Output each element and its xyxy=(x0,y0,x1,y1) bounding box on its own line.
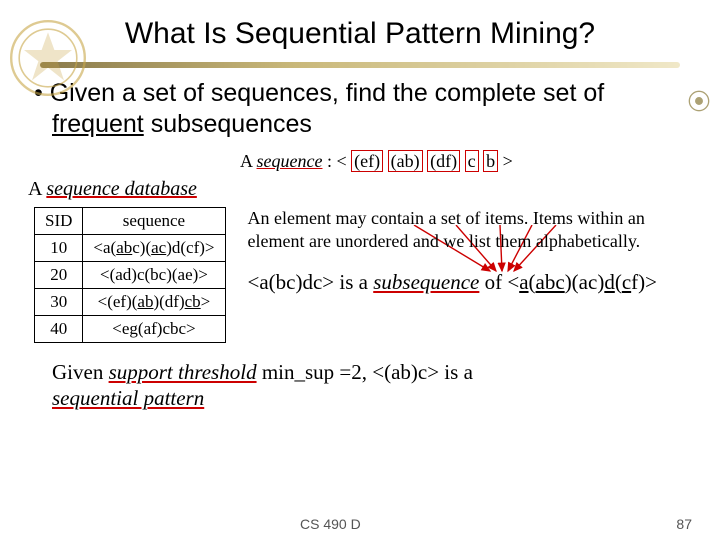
seq-token: b xyxy=(483,150,498,172)
bullet-main: Given a set of sequences, find the compl… xyxy=(34,78,690,141)
table-row: 40 <eg(af)cbc> xyxy=(35,315,226,342)
seq-token: (ef) xyxy=(351,150,383,172)
database-label: A sequence database xyxy=(28,178,720,201)
element-explanation: An element may contain a set of items. I… xyxy=(248,207,701,254)
slide-footer: CS 490 D 87 xyxy=(0,516,720,532)
university-seal-small-icon xyxy=(688,90,710,112)
slide-title: What Is Sequential Pattern Mining? xyxy=(0,0,720,58)
university-seal-icon xyxy=(8,18,88,98)
content-row: SID sequence 10 <a(abc)(ac)d(cf)> 20 <(a… xyxy=(0,207,720,343)
table-header-row: SID sequence xyxy=(35,207,226,234)
bullet-suffix: subsequences xyxy=(144,110,312,138)
table-row: 20 <(ad)c(bc)(ae)> xyxy=(35,261,226,288)
table-row: 30 <(ef)(ab)(df)cb> xyxy=(35,288,226,315)
table-row: 10 <a(abc)(ac)d(cf)> xyxy=(35,234,226,261)
seq-token: c xyxy=(465,150,479,172)
subsequence-explanation: <a(bc)dc> is a subsequence of <a(abc)(ac… xyxy=(248,269,701,296)
footer-course: CS 490 D xyxy=(300,516,361,532)
table-header: sequence xyxy=(83,207,225,234)
bottom-text: Given support threshold min_sup =2, <(ab… xyxy=(52,359,690,412)
seq-token: (ab) xyxy=(388,150,423,172)
sequence-table: SID sequence 10 <a(abc)(ac)d(cf)> 20 <(a… xyxy=(34,207,226,343)
bullet-prefix: Given a set of sequences, find the compl… xyxy=(50,79,605,107)
sequence-example: A sequence : < (ef) (ab) (df) c b > xyxy=(0,151,700,172)
right-column: An element may contain a set of items. I… xyxy=(248,207,701,297)
seq-token: (df) xyxy=(427,150,460,172)
title-divider xyxy=(40,62,680,68)
table-header: SID xyxy=(35,207,83,234)
footer-page: 87 xyxy=(676,516,692,532)
bullet-emph: frequent xyxy=(52,110,144,138)
sequence-word: sequence xyxy=(257,151,323,171)
